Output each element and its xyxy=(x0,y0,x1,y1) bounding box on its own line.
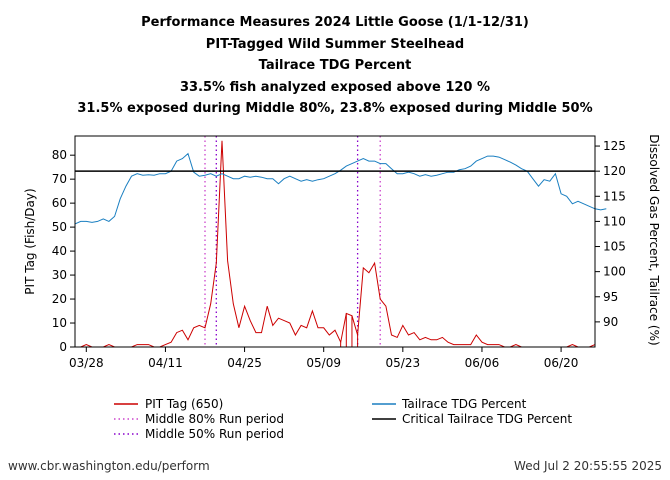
x-tick-label: 03/28 xyxy=(69,356,104,370)
x-tick-label: 06/20 xyxy=(544,356,579,370)
y-left-tick-label: 20 xyxy=(52,292,67,306)
chart-subtitle-measure: Tailrace TDG Percent xyxy=(258,58,412,73)
x-tick-label: 05/23 xyxy=(386,356,421,370)
chart-subtitle-species: PIT-Tagged Wild Summer Steelhead xyxy=(205,36,465,52)
y-right-tick-label: 100 xyxy=(603,265,626,279)
tdg-percent-line xyxy=(74,152,607,225)
legend-label-critical: Critical Tailrace TDG Percent xyxy=(402,412,572,426)
y-right-tick-label: 90 xyxy=(603,315,618,329)
y-right-tick-label: 125 xyxy=(603,139,626,153)
legend: PIT Tag (650) Tailrace TDG Percent Middl… xyxy=(114,397,572,441)
chart-title-block: Performance Measures 2024 Little Goose (… xyxy=(0,12,670,120)
x-tick-label: 04/25 xyxy=(227,356,262,370)
legend-label-middle50: Middle 50% Run period xyxy=(145,427,284,441)
y-right-tick-label: 105 xyxy=(603,240,626,254)
chart-subtitle-middle: 31.5% exposed during Middle 80%, 23.8% e… xyxy=(77,101,593,116)
plot-frame xyxy=(74,135,596,348)
chart-subtitle-exposed: 33.5% fish analyzed exposed above 120 % xyxy=(179,79,491,95)
legend-label-middle80: Middle 80% Run period xyxy=(145,412,284,426)
series-layer xyxy=(74,136,607,348)
x-tick-label: 04/11 xyxy=(148,356,183,370)
y-left-tick-label: 10 xyxy=(52,316,67,330)
y-right-tick-label: 115 xyxy=(603,189,626,203)
chart-title: Performance Measures 2024 Little Goose (… xyxy=(141,15,529,30)
legend-label-tdg: Tailrace TDG Percent xyxy=(401,397,527,411)
y-right-tick-label: 120 xyxy=(603,164,626,178)
y-left-tick-label: 60 xyxy=(52,196,67,210)
legend-label-pit: PIT Tag (650) xyxy=(145,397,223,411)
y-axis-label-left: PIT Tag (Fish/Day) xyxy=(23,188,37,294)
generated-timestamp: Wed Jul 2 20:55:55 2025 xyxy=(514,459,662,473)
y-left-tick-label: 40 xyxy=(52,244,67,258)
x-tick-label: 05/09 xyxy=(306,356,341,370)
y-left-tick-label: 80 xyxy=(52,148,67,162)
y-right-tick-label: 95 xyxy=(603,290,618,304)
y-left-tick-label: 70 xyxy=(52,172,67,186)
source-link[interactable]: www.cbr.washington.edu/perform xyxy=(8,459,210,473)
y-left-tick-label: 30 xyxy=(52,268,67,282)
y-axis-label-right: Dissolved Gas Percent, Tailrace (%) xyxy=(647,134,661,345)
x-tick-label: 06/06 xyxy=(465,356,500,370)
y-right-tick-label: 110 xyxy=(603,214,626,228)
y-left-tick-label: 0 xyxy=(59,340,67,354)
y-left-tick-label: 50 xyxy=(52,220,67,234)
axis-layer: 0 10 20 30 40 50 60 70 80 90 95 100 105 110 115 120 125 0… xyxy=(52,139,626,370)
